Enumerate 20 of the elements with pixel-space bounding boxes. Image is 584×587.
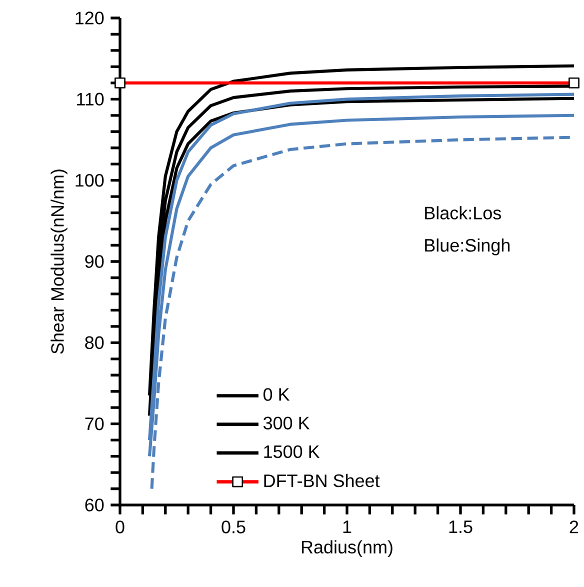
legend-label: 300 K bbox=[263, 416, 310, 430]
y-tick-label: 120 bbox=[76, 12, 104, 24]
x-tick-label: 0.5 bbox=[222, 520, 246, 534]
x-tick-label: 2 bbox=[570, 520, 578, 534]
x-tick-label: 0 bbox=[116, 520, 124, 534]
legend-label: 1500 K bbox=[264, 445, 320, 458]
y-tick-label: 60 bbox=[85, 498, 104, 512]
y-axis-title: Shear Modulus(nN/nm) bbox=[50, 170, 68, 354]
y-tick-label: 90 bbox=[85, 255, 104, 268]
legend-label: 0 K bbox=[264, 388, 290, 401]
annotation: Blue:Singh bbox=[425, 238, 510, 256]
y-tick-label: 100 bbox=[76, 174, 104, 187]
y-tick-label: 70 bbox=[85, 417, 104, 430]
y-tick-label: 80 bbox=[85, 336, 104, 350]
x-axis-title: Radius(nm) bbox=[302, 540, 392, 558]
annotation: Black:Los bbox=[425, 206, 502, 220]
x-tick-label: 1.5 bbox=[449, 520, 472, 534]
legend-label: DFT-BN Sheet bbox=[264, 474, 380, 488]
y-tick-label: 110 bbox=[77, 92, 104, 106]
x-tick-label: 1 bbox=[343, 520, 352, 533]
